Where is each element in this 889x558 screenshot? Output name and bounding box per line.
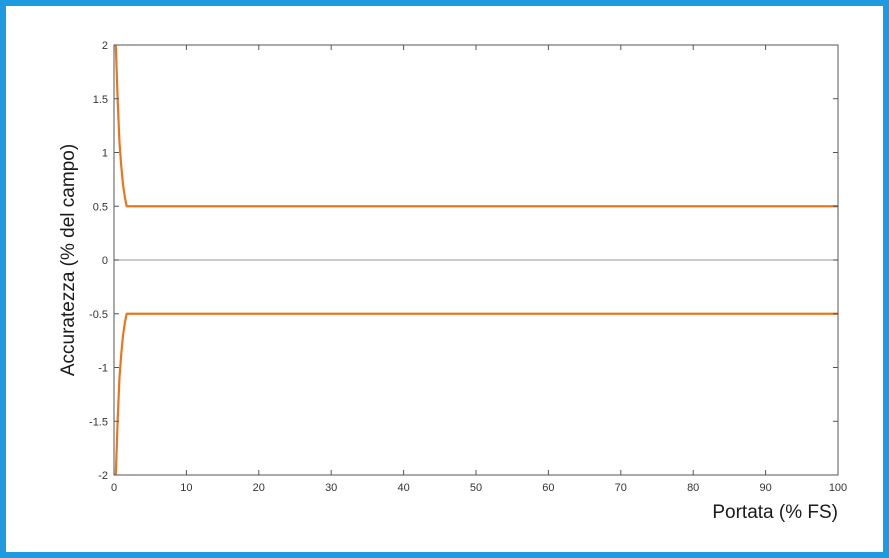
x-tick-label: 20 (253, 482, 265, 494)
y-axis-label: Accuratezza (% del campo) (58, 144, 79, 376)
x-tick-label: 70 (615, 482, 627, 494)
y-axis: 2 1.5 1 0.5 0 -0.5 -1 -1.5 -2 (89, 40, 838, 482)
x-tick-label: 90 (759, 482, 771, 494)
y-tick-label: -1 (98, 363, 108, 375)
x-tick-label: 60 (542, 482, 554, 494)
y-tick-label: -1.5 (89, 416, 108, 428)
y-tick-label: -2 (98, 470, 108, 482)
x-tick-label: 0 (111, 482, 117, 494)
x-tick-label: 10 (180, 482, 192, 494)
x-tick-label: 50 (470, 482, 482, 494)
y-tick-label: 1.5 (93, 94, 108, 106)
x-tick-label: 40 (397, 482, 409, 494)
y-tick-label: 1 (102, 148, 108, 160)
x-tick-label: 30 (325, 482, 337, 494)
y-tick-label: 2 (102, 40, 108, 52)
x-axis: 0 10 20 30 40 50 60 70 80 90 100 (111, 45, 847, 494)
series-line-1 (114, 44, 838, 208)
y-tick-label: 0 (102, 255, 108, 267)
x-tick-label: 80 (687, 482, 699, 494)
x-axis-label: Portata (% FS) (712, 502, 838, 523)
x-tick-label: 100 (829, 482, 847, 494)
series-layer (114, 44, 838, 476)
series-line-2 (114, 312, 838, 476)
y-tick-label: -0.5 (89, 309, 108, 321)
y-tick-label: 0.5 (93, 201, 108, 213)
